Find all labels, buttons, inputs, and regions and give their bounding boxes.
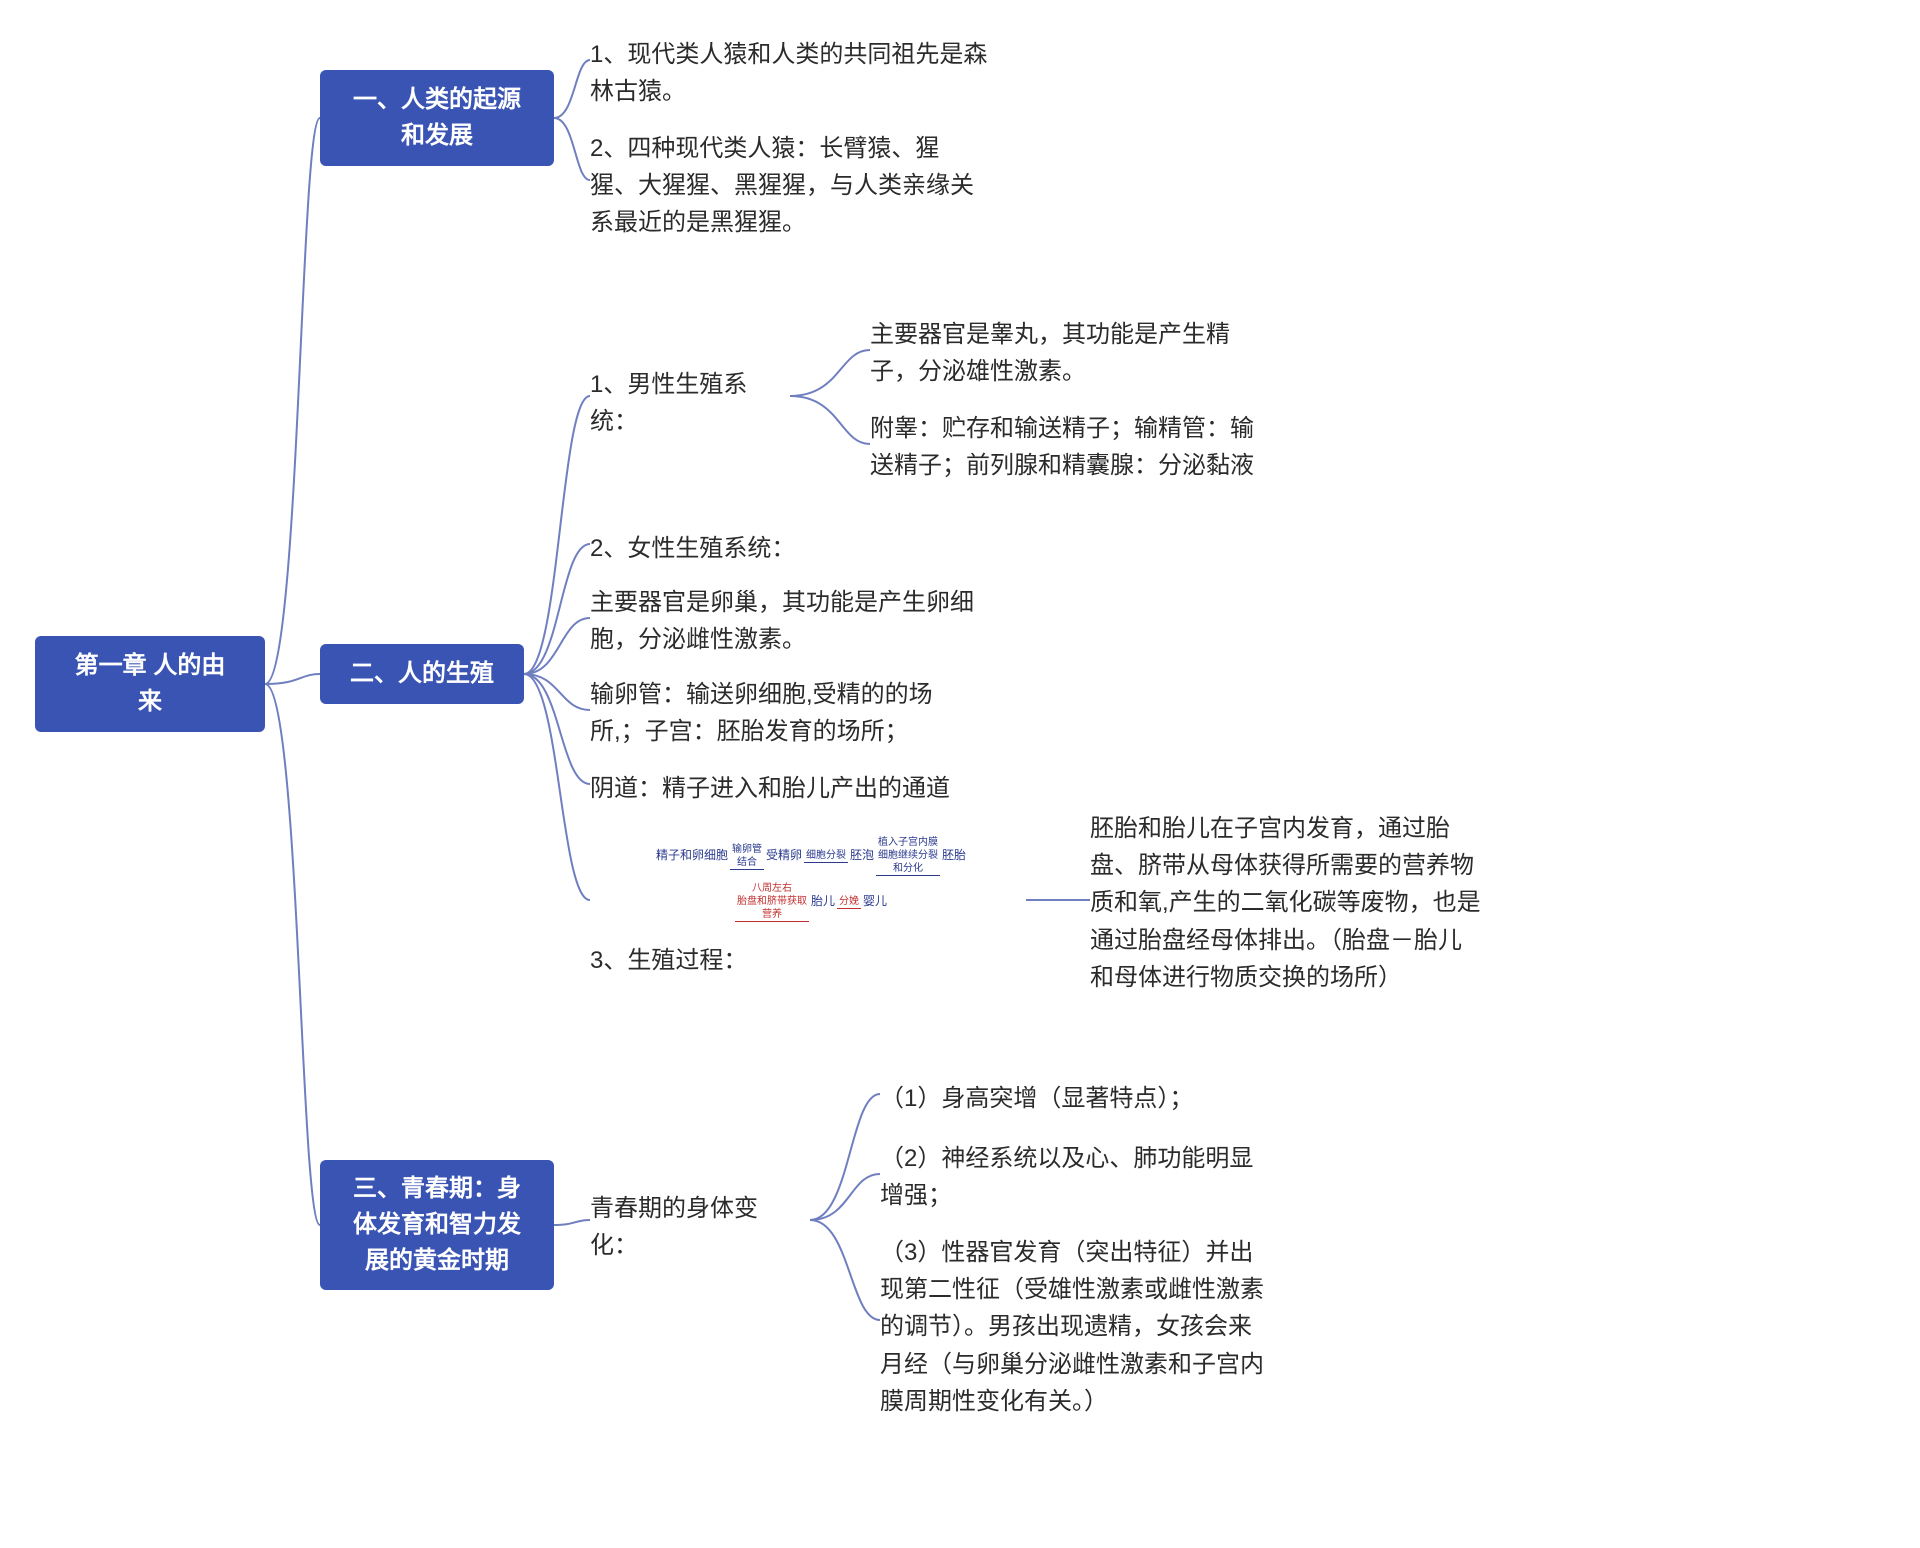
leaf-b3t1s3: （3）性器官发育（突出特征）并出现第二性征（受雄性激素或雌性激素的调节）。男孩出… xyxy=(880,1234,1340,1420)
leaf-b2t6s1: 胚胎和胎儿在子宫内发育，通过胎盘、脐带从母体获得所需要的营养物质和氧,产生的二氧… xyxy=(1090,810,1570,996)
leaf-b1t2: 2、四种现代类人猿：长臂猿、猩猩、大猩猩、黑猩猩，与人类亲缘关系最近的是黑猩猩。 xyxy=(590,130,1040,242)
root-node: 第一章 人的由来 xyxy=(35,636,265,732)
leaf-b3t1: 青春期的身体变化： xyxy=(590,1190,810,1264)
branch-node-1: 一、人类的起源和发展 xyxy=(320,70,554,166)
root-label: 第一章 人的由来 xyxy=(75,648,226,720)
leaf-b2t6: 3、生殖过程： xyxy=(590,942,810,979)
leaf-b2t5: 阴道：精子进入和胎儿产出的通道 xyxy=(590,770,1040,807)
leaf-b3t1s1: （1）身高突增（显著特点）； xyxy=(880,1080,1330,1117)
leaf-b3t1s2: （2）神经系统以及心、肺功能明显增强； xyxy=(880,1140,1330,1214)
leaf-b2t1: 1、男性生殖系统： xyxy=(590,366,790,440)
branch-1-label: 一、人类的起源和发展 xyxy=(353,82,521,154)
branch-node-2: 二、人的生殖 xyxy=(320,644,524,704)
leaf-b2t2: 2、女性生殖系统： xyxy=(590,530,890,567)
branch-3-label: 三、青春期：身体发育和智力发展的黄金时期 xyxy=(353,1171,521,1279)
leaf-b2t1s1: 主要器官是睾丸，其功能是产生精子，分泌雄性激素。 xyxy=(870,316,1310,390)
leaf-b2t1s2: 附睾：贮存和输送精子；输精管：输送精子；前列腺和精囊腺：分泌黏液 xyxy=(870,410,1330,484)
branch-2-label: 二、人的生殖 xyxy=(350,656,494,692)
leaf-b2t3: 主要器官是卵巢，其功能是产生卵细胞，分泌雌性激素。 xyxy=(590,584,1040,658)
reproduction-process-diagram: 精子和卵细胞 输卵管结合 受精卵 细胞分裂 胚泡 植入子宫内膜细胞继续分裂和分化… xyxy=(596,828,1026,918)
leaf-b2t4: 输卵管：输送卵细胞,受精的的场所,；子宫：胚胎发育的场所； xyxy=(590,676,1040,750)
branch-node-3: 三、青春期：身体发育和智力发展的黄金时期 xyxy=(320,1160,554,1290)
leaf-b1t1: 1、现代类人猿和人类的共同祖先是森林古猿。 xyxy=(590,36,1040,110)
